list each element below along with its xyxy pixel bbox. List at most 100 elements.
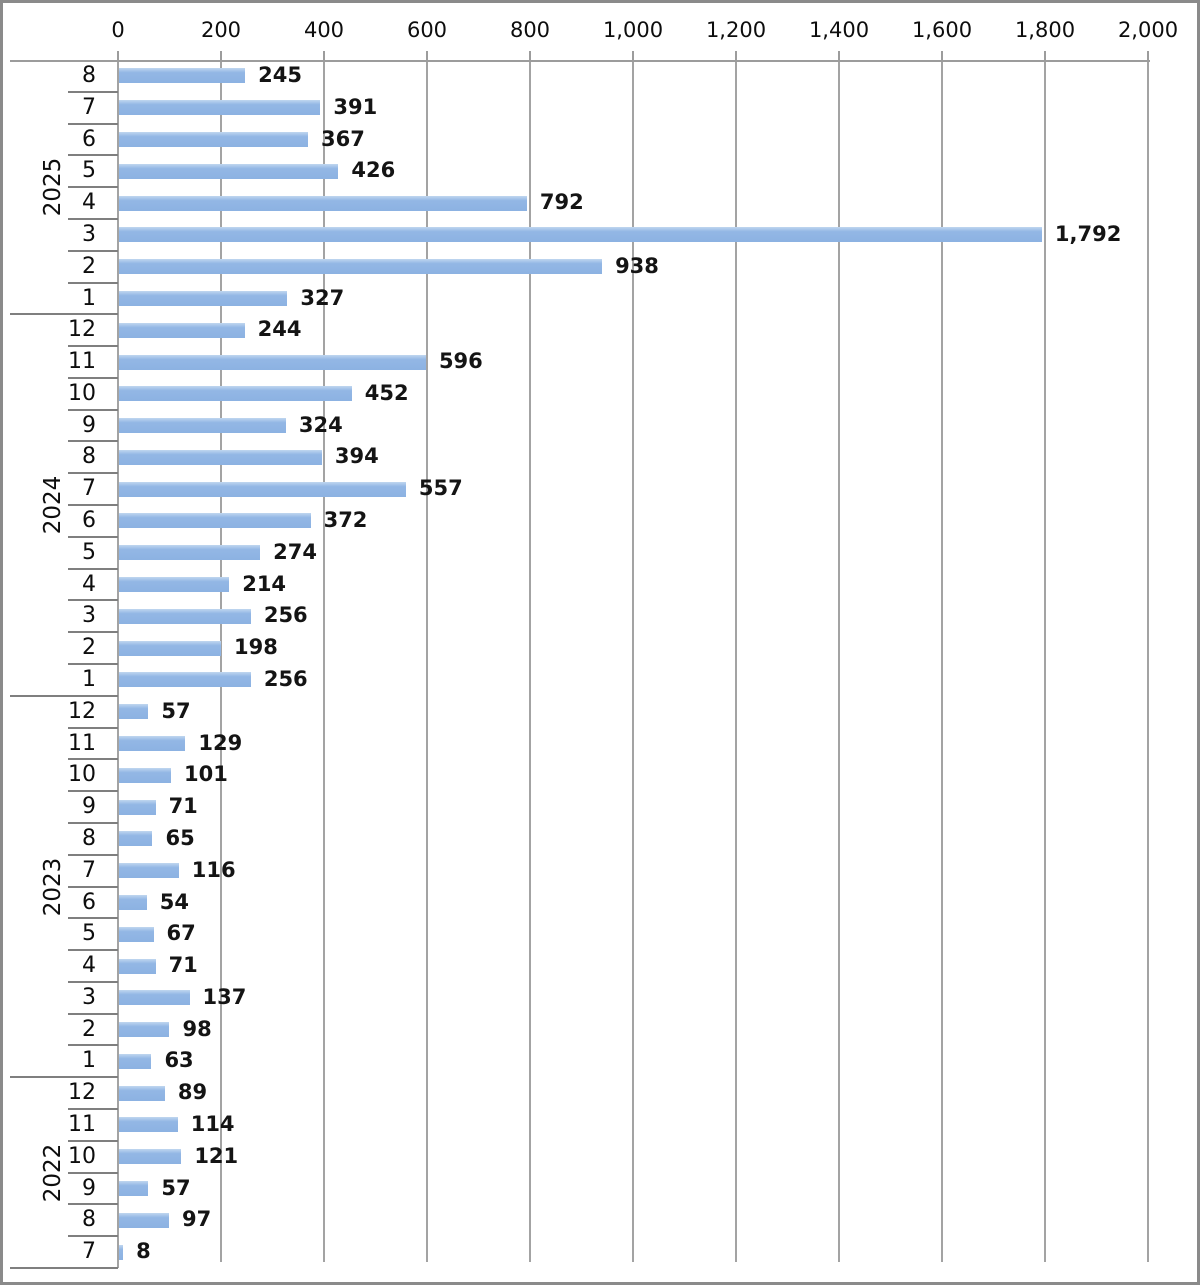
x-axis-tick: [941, 51, 943, 60]
gridline: [632, 60, 634, 1262]
bar: [119, 227, 1042, 243]
month-label: 3: [82, 984, 96, 1010]
value-label: 391: [333, 94, 378, 119]
value-label: 54: [159, 889, 190, 914]
bar: [119, 608, 251, 624]
value-axis-zero-line: [117, 60, 119, 1268]
value-label: 101: [184, 762, 228, 787]
x-axis-tick-label: 1,200: [705, 18, 767, 42]
gridline-layer: [3, 3, 1197, 1282]
bar: [119, 322, 245, 338]
x-axis-tick-label: 2,000: [1117, 18, 1179, 42]
value-label: 129: [198, 730, 243, 755]
month-label: 10: [68, 1143, 96, 1169]
gridline: [323, 60, 325, 1262]
x-axis-tick-label: 800: [509, 18, 551, 42]
month-label: 8: [82, 63, 96, 88]
bar: [119, 1181, 149, 1197]
bar: [119, 863, 179, 879]
month-label: 2: [82, 1016, 96, 1042]
month-label: 2: [82, 635, 96, 661]
x-axis-tick: [735, 51, 737, 60]
value-label: 8: [136, 1239, 151, 1264]
x-axis-tick: [117, 51, 119, 60]
bar: [119, 831, 153, 847]
month-label: 4: [82, 953, 96, 979]
bar: [119, 259, 603, 275]
year-separator: [10, 1267, 118, 1270]
bar: [119, 290, 288, 306]
month-label: 7: [82, 94, 96, 120]
value-label: 116: [191, 857, 236, 882]
value-label: 1,792: [1054, 221, 1122, 246]
month-separator: [68, 980, 118, 983]
bar: [119, 1022, 170, 1038]
bar: [119, 1244, 124, 1260]
month-separator: [68, 917, 118, 920]
month-label: 11: [68, 1112, 96, 1138]
month-separator: [68, 440, 118, 443]
bar: [119, 100, 321, 116]
gridline: [838, 60, 840, 1262]
x-axis-tick-label: 1,400: [808, 18, 870, 42]
gridline: [529, 60, 531, 1262]
bar: [119, 131, 308, 147]
month-separator: [68, 949, 118, 952]
month-label: 9: [82, 794, 96, 820]
value-label: 57: [161, 1175, 191, 1200]
value-label: 114: [190, 1112, 235, 1137]
bar: [119, 767, 171, 783]
month-separator: [68, 376, 118, 379]
x-axis: 0 200 400 600 800 1,000 1,200 1,400 1,600 1,800 2,…: [3, 3, 1197, 1282]
value-label: 63: [164, 1048, 194, 1073]
bar: [119, 577, 230, 593]
value-label: 596: [438, 349, 483, 374]
x-axis-tick: [323, 51, 325, 60]
plot-area: 245 391 367 426 792 1,792 938 327 244 596 452 324 39…: [3, 3, 1197, 1282]
value-label: 71: [168, 794, 198, 819]
value-label: 65: [165, 825, 195, 850]
value-label: 71: [168, 953, 198, 978]
gridline: [220, 60, 222, 1262]
category-axis: 8 7 6 5 4 3 2 1 2025 12 11 10 9 8 7 6 5 4 3 2 1 2024 12 11 10 9 8 7…: [3, 3, 1197, 1282]
bar: [119, 990, 190, 1006]
bar: [119, 545, 261, 561]
month-separator: [68, 345, 118, 348]
bar: [119, 1212, 169, 1228]
value-label: 245: [258, 63, 303, 87]
month-label: 8: [82, 825, 96, 851]
month-separator: [68, 408, 118, 411]
bar: [119, 513, 311, 529]
x-axis-tick-label: 0: [111, 18, 125, 42]
bar: [119, 704, 149, 720]
month-separator: [68, 599, 118, 602]
month-label: 4: [82, 190, 96, 216]
month-separator: [68, 790, 118, 793]
month-separator: [68, 472, 118, 475]
bar: [119, 449, 322, 465]
month-label: 1: [82, 1048, 96, 1074]
bar: [119, 1149, 182, 1165]
bar: [119, 735, 186, 751]
month-label: 9: [82, 1175, 96, 1201]
bar: [119, 1053, 152, 1069]
x-axis-line: [10, 60, 1150, 62]
month-label: 6: [82, 889, 96, 915]
year-separator: [10, 694, 118, 697]
value-label: 938: [615, 253, 659, 278]
bar: [119, 418, 286, 434]
month-label: 1: [82, 667, 96, 692]
month-label: 12: [68, 1080, 96, 1106]
month-label: 7: [82, 1239, 96, 1265]
month-separator: [68, 885, 118, 888]
month-label: 2: [82, 253, 96, 279]
bar: [119, 1117, 178, 1133]
month-separator: [68, 1235, 118, 1238]
value-label: 256: [263, 667, 308, 691]
x-axis-tick-label: 200: [200, 18, 242, 42]
month-separator: [68, 154, 118, 157]
month-separator: [68, 758, 118, 761]
bar: [119, 163, 339, 179]
value-label: 367: [321, 126, 365, 151]
month-label: 1: [82, 285, 96, 311]
